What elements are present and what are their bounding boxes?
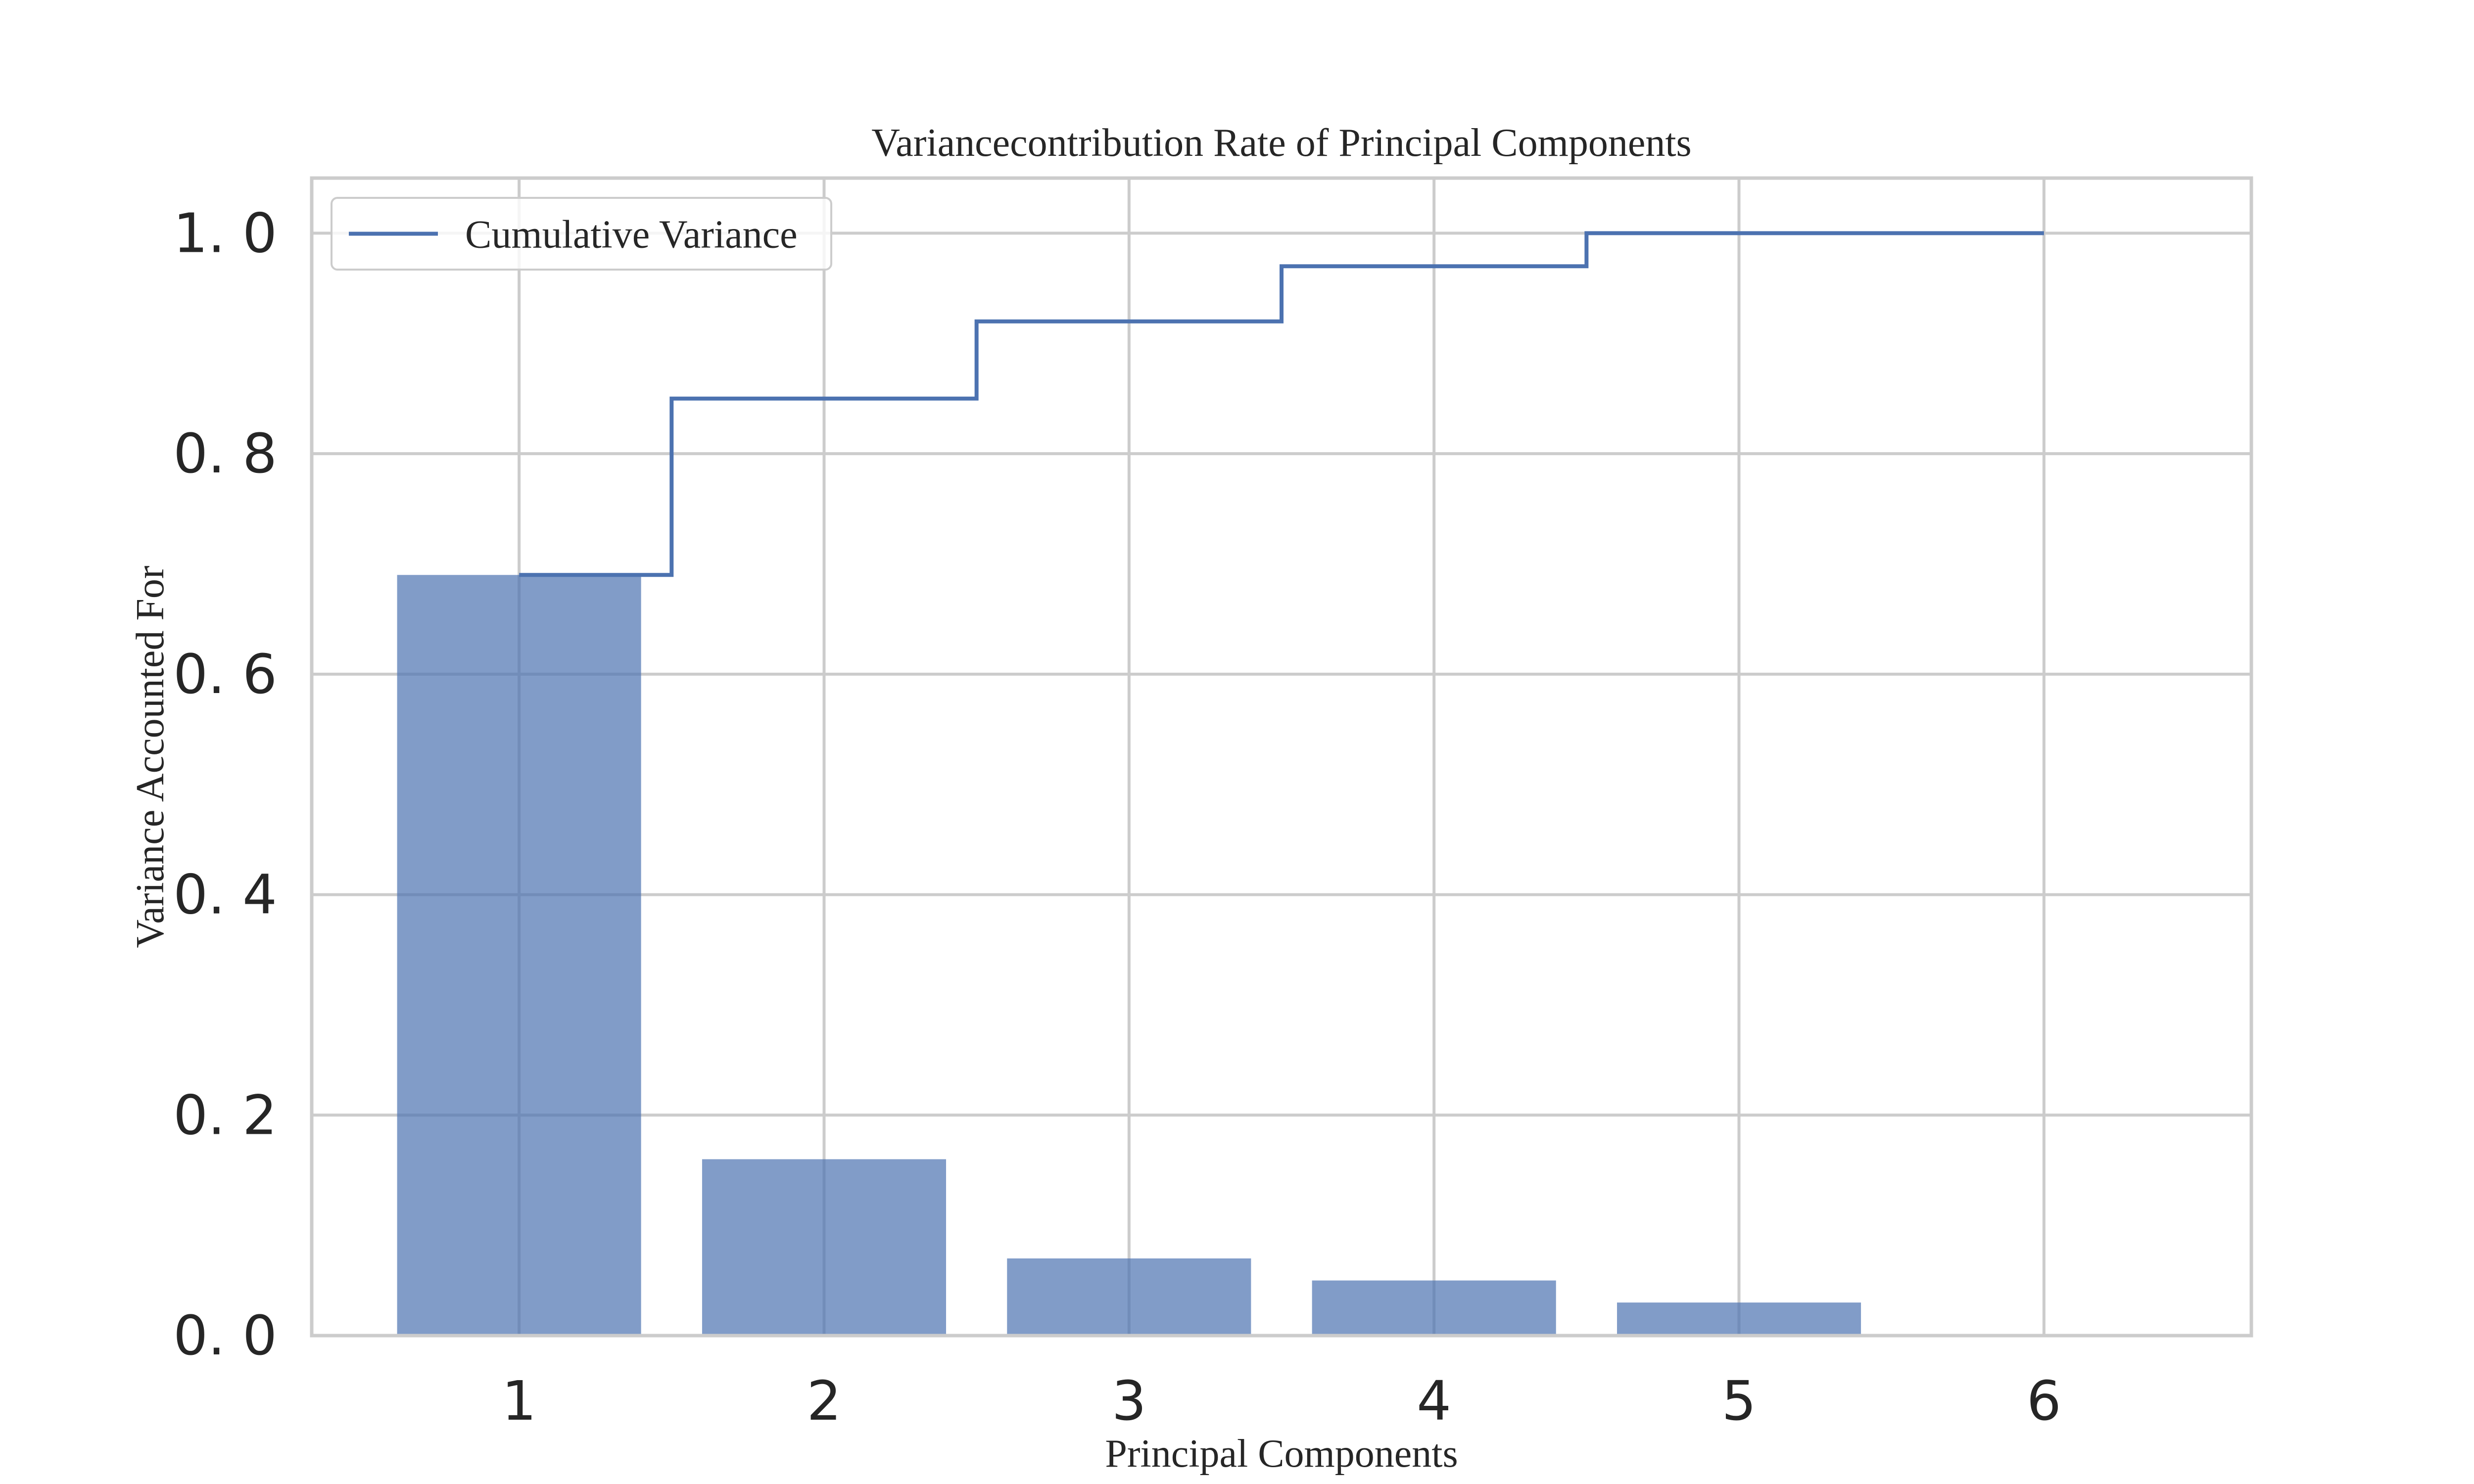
bar-pc-1 xyxy=(397,575,641,1336)
axes-frame xyxy=(310,176,2253,1338)
x-tick-label: 2 xyxy=(807,1369,841,1433)
x-tick-label: 3 xyxy=(1112,1369,1146,1433)
chart-title: Variancecontribution Rate of Principal C… xyxy=(871,121,1691,165)
y-tick-label: 0. 8 xyxy=(173,422,277,485)
bar-layer xyxy=(397,575,1861,1336)
x-tick-label: 6 xyxy=(2027,1369,2061,1433)
y-tick-label: 0. 6 xyxy=(173,643,277,706)
x-tick-label: 4 xyxy=(1417,1369,1451,1433)
cumulative-variance-line xyxy=(519,231,2044,577)
y-tick-label: 1. 0 xyxy=(173,201,277,265)
frame-layer xyxy=(310,176,2253,1338)
legend-box xyxy=(331,197,832,271)
x-axis-label: Principal Components xyxy=(1105,1432,1458,1476)
bar-pc-3 xyxy=(1007,1258,1251,1336)
y-axis-label: Variance Accounted For xyxy=(129,565,172,948)
x-tick-label: 1 xyxy=(502,1369,536,1433)
legend: Cumulative Variance xyxy=(331,197,832,271)
bar-pc-5 xyxy=(1617,1302,1861,1336)
line-layer xyxy=(519,231,2044,577)
legend-label-cumulative: Cumulative Variance xyxy=(465,213,798,257)
bar-pc-4 xyxy=(1312,1280,1556,1336)
tick-layer: 0. 0 0. 2 0. 4 0. 6 0. 8 1. 0 1 2 3 4 5 6 xyxy=(173,201,2061,1433)
x-tick-label: 5 xyxy=(1722,1369,1757,1433)
bar-pc-2 xyxy=(702,1159,947,1336)
y-tick-label: 0. 0 xyxy=(173,1304,277,1367)
y-tick-label: 0. 4 xyxy=(173,863,277,927)
y-tick-label: 0. 2 xyxy=(173,1083,277,1147)
